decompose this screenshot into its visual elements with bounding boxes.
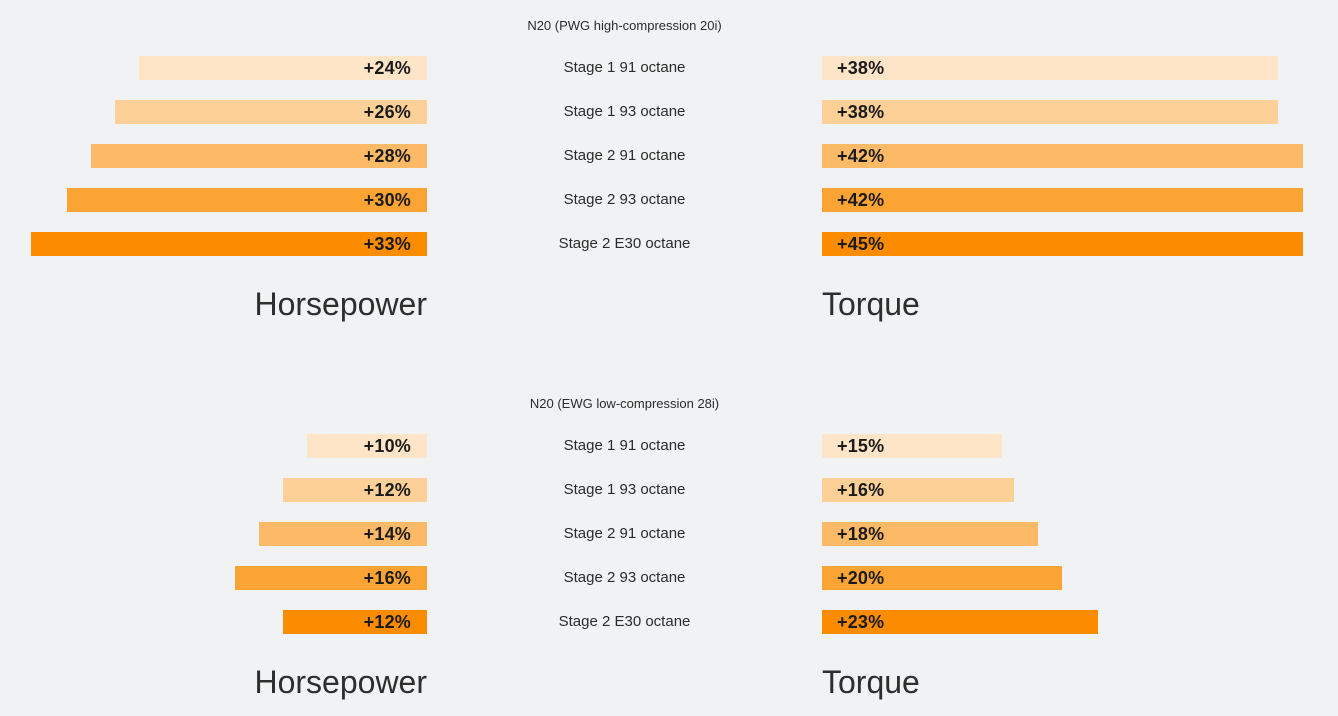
section-title-row: N20 (EWG low-compression 28i) — [0, 396, 1338, 412]
stage-label: Stage 2 E30 octane — [558, 613, 691, 630]
stage-label: Stage 2 93 octane — [563, 569, 686, 586]
horsepower-bar: +30% — [67, 188, 427, 212]
torque-bar: +23% — [822, 610, 1098, 634]
horsepower-value-label: +26% — [363, 102, 411, 122]
torque-bar: +20% — [822, 566, 1062, 590]
chart-row: +16% Stage 2 93 octane +20% — [0, 566, 1338, 590]
stage-label: Stage 2 91 octane — [563, 147, 686, 164]
horsepower-bar: +10% — [307, 434, 427, 458]
chart-row: +30% Stage 2 93 octane +42% — [0, 188, 1338, 212]
torque-value-label: +18% — [837, 524, 885, 544]
torque-value-label: +45% — [837, 234, 885, 254]
axis-headings: Horsepower Torque — [0, 664, 1338, 700]
torque-heading: Torque — [822, 286, 920, 322]
stage-label: Stage 2 93 octane — [563, 191, 686, 208]
chart-row: +33% Stage 2 E30 octane +45% — [0, 232, 1338, 256]
horsepower-heading: Horsepower — [254, 664, 427, 700]
stage-label: Stage 2 E30 octane — [558, 235, 691, 252]
horsepower-value-label: +24% — [363, 58, 411, 78]
chart-row: +10% Stage 1 91 octane +15% — [0, 434, 1338, 458]
stage-label: Stage 1 93 octane — [563, 481, 686, 498]
chart-rows: +10% Stage 1 91 octane +15% +12% Stage 1… — [0, 434, 1338, 634]
horsepower-bar: +26% — [115, 100, 427, 124]
torque-value-label: +15% — [837, 436, 885, 456]
horsepower-value-label: +33% — [363, 234, 411, 254]
chart-row: +14% Stage 2 91 octane +18% — [0, 522, 1338, 546]
torque-heading: Torque — [822, 664, 920, 700]
torque-value-label: +16% — [837, 480, 885, 500]
horsepower-bar: +24% — [139, 56, 427, 80]
chart-rows: +24% Stage 1 91 octane +38% +26% Stage 1… — [0, 56, 1338, 256]
chart-row: +12% Stage 1 93 octane +16% — [0, 478, 1338, 502]
section-ewg-28i: N20 (EWG low-compression 28i) +10% Stage… — [0, 396, 1338, 700]
axis-headings: Horsepower Torque — [0, 286, 1338, 322]
horsepower-bar: +12% — [283, 478, 427, 502]
chart-row: +28% Stage 2 91 octane +42% — [0, 144, 1338, 168]
horsepower-bar: +33% — [31, 232, 427, 256]
torque-value-label: +23% — [837, 612, 885, 632]
torque-bar: +38% — [822, 100, 1278, 124]
stage-label: Stage 2 91 octane — [563, 525, 686, 542]
chart-row: +26% Stage 1 93 octane +38% — [0, 100, 1338, 124]
horsepower-value-label: +30% — [363, 190, 411, 210]
section-pwg-20i: N20 (PWG high-compression 20i) +24% Stag… — [0, 18, 1338, 322]
torque-bar: +18% — [822, 522, 1038, 546]
torque-value-label: +38% — [837, 58, 885, 78]
horsepower-value-label: +16% — [363, 568, 411, 588]
torque-value-label: +38% — [837, 102, 885, 122]
stage-label: Stage 1 93 octane — [563, 103, 686, 120]
chart-row: +24% Stage 1 91 octane +38% — [0, 56, 1338, 80]
torque-value-label: +20% — [837, 568, 885, 588]
torque-bar: +45% — [822, 232, 1303, 256]
torque-value-label: +42% — [837, 146, 885, 166]
horsepower-value-label: +14% — [363, 524, 411, 544]
horsepower-bar: +16% — [235, 566, 427, 590]
torque-bar: +16% — [822, 478, 1014, 502]
chart-row: +12% Stage 2 E30 octane +23% — [0, 610, 1338, 634]
torque-bar: +15% — [822, 434, 1002, 458]
torque-bar: +38% — [822, 56, 1278, 80]
section-title: N20 (PWG high-compression 20i) — [527, 18, 722, 33]
horsepower-value-label: +12% — [363, 480, 411, 500]
section-title-row: N20 (PWG high-compression 20i) — [0, 18, 1338, 34]
horsepower-heading: Horsepower — [254, 286, 427, 322]
horsepower-value-label: +10% — [363, 436, 411, 456]
section-title: N20 (EWG low-compression 28i) — [529, 396, 720, 411]
horsepower-value-label: +28% — [363, 146, 411, 166]
horsepower-bar: +14% — [259, 522, 427, 546]
horsepower-value-label: +12% — [363, 612, 411, 632]
torque-value-label: +42% — [837, 190, 885, 210]
torque-bar: +42% — [822, 144, 1303, 168]
horsepower-bar: +12% — [283, 610, 427, 634]
stage-label: Stage 1 91 octane — [563, 59, 686, 76]
torque-bar: +42% — [822, 188, 1303, 212]
horsepower-bar: +28% — [91, 144, 427, 168]
stage-label: Stage 1 91 octane — [563, 437, 686, 454]
